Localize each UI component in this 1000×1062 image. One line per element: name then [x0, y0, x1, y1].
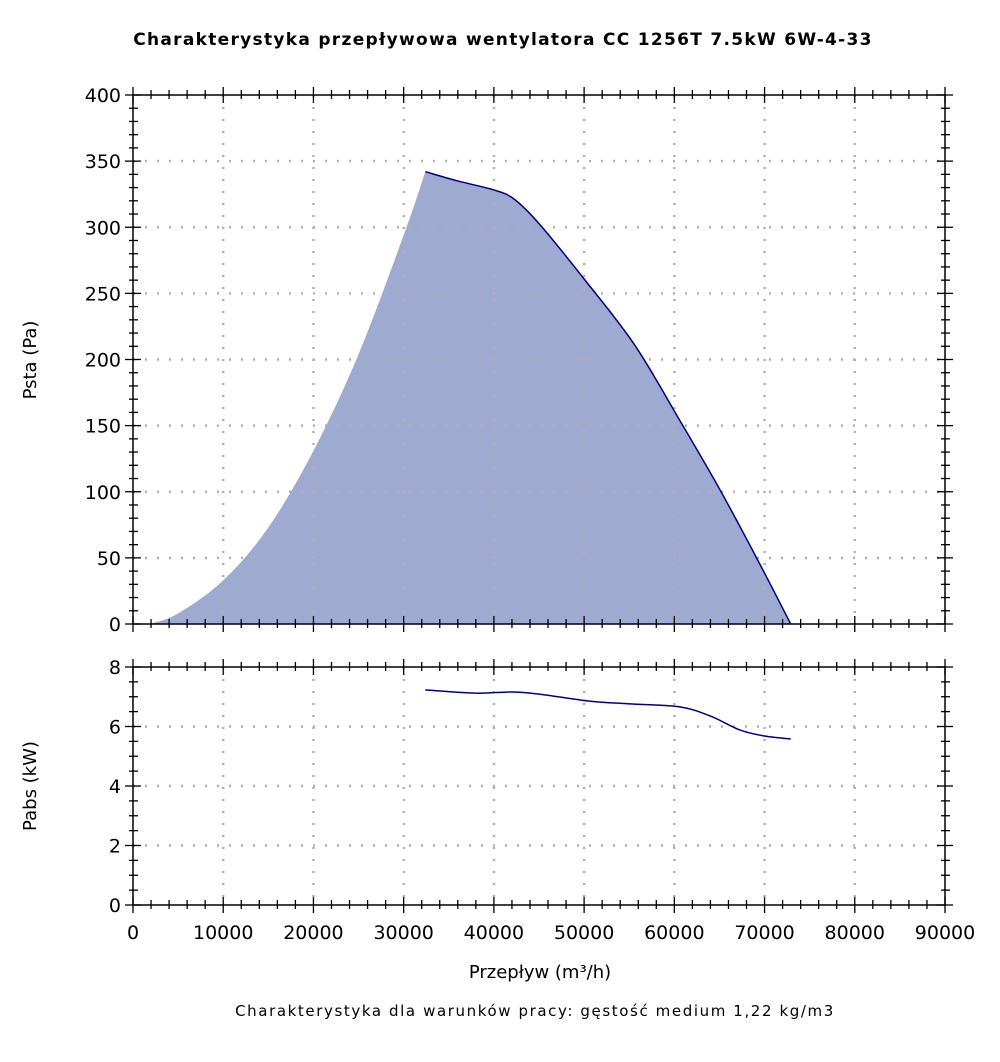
series-line-psta: [425, 170, 792, 625]
x-tick-label: 90000: [915, 922, 975, 944]
series-line-pabs: [425, 689, 791, 740]
x-tick-label: 0: [127, 922, 139, 944]
x-tick-label: 80000: [825, 922, 885, 944]
y-tick-label: 150: [85, 416, 121, 438]
y-axis-label-pabs: Pabs (kW): [20, 741, 41, 831]
x-axis-label: Przepływ (m³/h): [469, 962, 611, 983]
x-tick-label: 40000: [464, 922, 524, 944]
psta-area-fill: [150, 171, 791, 624]
y-tick-label: 50: [97, 548, 121, 570]
y-tick-label: 300: [85, 217, 121, 239]
y-tick-label: 0: [109, 895, 121, 917]
x-tick-label: 60000: [644, 922, 704, 944]
y-tick-label: 6: [109, 717, 121, 739]
y-tick-label: 200: [85, 350, 121, 372]
y-tick-label: 8: [109, 657, 121, 679]
y-tick-label: 100: [85, 482, 121, 504]
x-tick-label: 50000: [554, 922, 614, 944]
y-tick-label: 350: [85, 151, 121, 173]
x-tick-label: 10000: [193, 922, 253, 944]
x-tick-label: 30000: [373, 922, 433, 944]
y-tick-label: 400: [85, 85, 121, 107]
x-tick-label: 70000: [734, 922, 794, 944]
y-axis-label-psta: Psta (Pa): [20, 321, 41, 400]
y-tick-label: 2: [109, 836, 121, 858]
y-tick-label: 250: [85, 283, 121, 305]
y-tick-label: 0: [109, 614, 121, 636]
y-tick-label: 4: [109, 776, 121, 798]
chart-title: Charakterystyka przepływowa wentylatora …: [133, 30, 873, 50]
x-tick-label: 20000: [283, 922, 343, 944]
footer-note: Charakterystyka dla warunków pracy: gęst…: [235, 1002, 835, 1020]
